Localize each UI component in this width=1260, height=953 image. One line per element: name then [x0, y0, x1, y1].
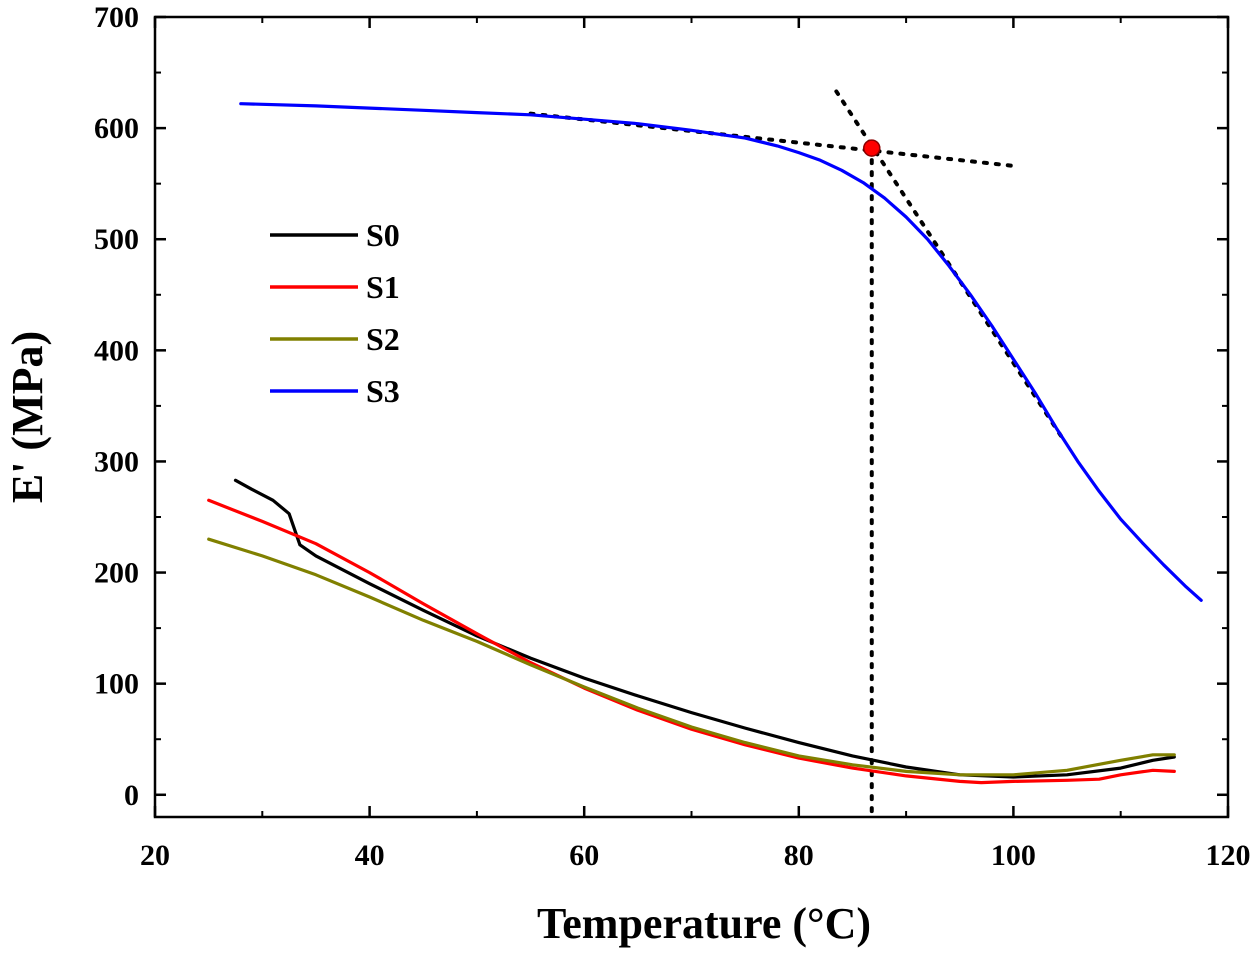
legend-label-s1: S1	[366, 269, 400, 305]
y-tick-label: 500	[94, 223, 139, 256]
plot-frame	[153, 15, 1230, 819]
x-axis-title: Temperature (°C)	[537, 899, 871, 948]
x-tick-label: 40	[355, 839, 385, 872]
series-line-s1	[207, 498, 1176, 785]
y-axis-title: E' (MPa)	[3, 331, 52, 503]
y-tick-label: 200	[94, 557, 139, 590]
x-tick-label: 120	[1206, 839, 1251, 872]
x-tick-label: 80	[784, 839, 814, 872]
x-tick-label: 20	[140, 839, 170, 872]
legend-label-s0: S0	[366, 217, 400, 253]
y-tick-label: 0	[124, 779, 139, 812]
x-tick-label: 100	[991, 839, 1036, 872]
annotation-layer	[528, 89, 1064, 819]
intersection-point	[863, 139, 881, 157]
y-tick-label: 400	[94, 334, 139, 367]
y-tick-label: 600	[94, 112, 139, 145]
series-line-s3	[239, 102, 1203, 602]
y-tick-label: 700	[94, 1, 139, 34]
legend: S0 S1 S2 S3	[270, 217, 400, 409]
axes-layer: 20 40 60 80 100 120 0 100 200 300 400 500 600 700	[94, 1, 1251, 872]
legend-label-s3: S3	[366, 373, 400, 409]
legend-label-s2: S2	[366, 321, 400, 357]
tangent-line-1	[528, 111, 1016, 168]
y-tick-label: 100	[94, 668, 139, 701]
y-tick-label: 300	[94, 445, 139, 478]
series-layer	[207, 102, 1203, 785]
series-line-s2	[207, 537, 1176, 777]
x-tick-label: 60	[569, 839, 599, 872]
